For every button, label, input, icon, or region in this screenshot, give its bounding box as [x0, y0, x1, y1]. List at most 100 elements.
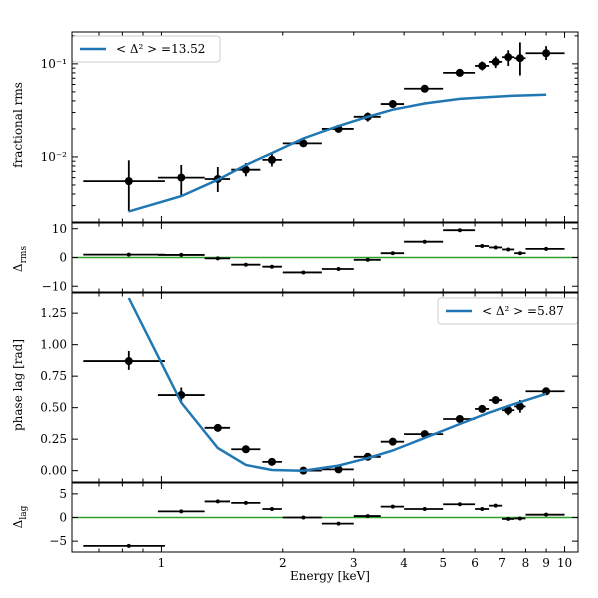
- rms-data-point: [455, 68, 464, 77]
- rms-ytick-label: 10⁻²: [41, 150, 68, 164]
- lag-ytick-label: 1.00: [40, 338, 67, 352]
- xtick-label: 8: [522, 556, 530, 570]
- rms-data-point: [241, 165, 250, 174]
- rms-residual-data-point: [493, 245, 498, 250]
- lag-residual-data-point: [506, 516, 511, 521]
- lag-residual-frame: [71, 482, 579, 553]
- lag-residual-data-point: [457, 502, 462, 507]
- lag-residual-ytick-label: 5: [59, 487, 67, 501]
- lag-residual-ticks: −5 0 5 1 2 3 4 5 6 7 8 9 10: [49, 483, 578, 570]
- rms-frame: [71, 31, 579, 223]
- xtick-label: 9: [542, 556, 550, 570]
- lag-data-point: [124, 357, 133, 366]
- rms-legend: < Δ² > =13.52: [71, 35, 221, 63]
- rms-data-point: [124, 177, 133, 186]
- lag-data-point: [478, 404, 487, 413]
- rms-residual-data-point: [390, 251, 395, 256]
- rms-residual-data-point: [126, 252, 131, 257]
- rms-residual-ylabel: Δrms: [11, 246, 29, 273]
- panel-lag-residuals: −5 0 5 1 2 3 4 5 6 7 8 9 10 Δlag: [11, 482, 579, 570]
- lag-data-point: [504, 406, 513, 415]
- rms-residual-data-point: [179, 252, 184, 257]
- lag-residual-ytick-label: 0: [59, 511, 67, 525]
- xtick-label: 4: [400, 556, 408, 570]
- rms-residual-data-point: [544, 246, 549, 251]
- lag-residual-data-point: [269, 506, 274, 511]
- rms-legend-label: < Δ² > =13.52: [116, 42, 205, 56]
- lag-residual-data-point: [422, 506, 427, 511]
- rms-data-point: [267, 155, 276, 164]
- panel-phase-lag: 0.00 0.25 0.50 0.75 1.00 1.25 phase lag [rad]…: [11, 292, 579, 483]
- rms-data-point: [177, 173, 186, 182]
- rms-marks: [83, 42, 565, 213]
- rms-residual-ticks: −10 0 10: [42, 222, 578, 293]
- lag-residual-data-point: [517, 516, 522, 521]
- xtick-label: 10: [557, 556, 572, 570]
- rms-residual-data-point: [215, 256, 220, 261]
- lag-legend-label: < Δ² > =5.87: [482, 304, 564, 318]
- lag-residual-marks: [83, 499, 565, 548]
- xtick-label: 2: [279, 556, 287, 570]
- lag-residual-data-point: [365, 514, 370, 519]
- panel-fractional-rms: 10⁻² 10⁻¹ fractional rms < Δ² > =13.52: [11, 31, 579, 223]
- rms-residual-ytick-label: −10: [42, 279, 67, 293]
- lag-residual-data-point: [179, 509, 184, 514]
- xtick-label: 7: [498, 556, 506, 570]
- lag-data-point: [455, 415, 464, 423]
- lag-ytick-label: 0.00: [40, 464, 67, 478]
- rms-residual-ytick-label: 0: [59, 251, 67, 265]
- xtick-label: 1: [158, 556, 166, 570]
- lag-residual-data-point: [243, 500, 248, 505]
- lag-residual-data-point: [336, 521, 341, 526]
- rms-data-point: [491, 57, 500, 66]
- lag-data-point: [213, 423, 222, 432]
- lag-data-point: [241, 445, 250, 454]
- xtick-label: 3: [350, 556, 358, 570]
- rms-residual-ytick-label: 10: [52, 222, 67, 236]
- rms-data-point: [388, 100, 397, 109]
- rms-residual-data-point: [517, 251, 522, 256]
- lag-ytick-label: 0.25: [40, 432, 67, 446]
- x-axis-label: Energy [keV]: [290, 569, 370, 583]
- lag-residual-data-point: [493, 503, 498, 508]
- rms-residual-data-point: [422, 239, 427, 244]
- rms-residual-data-point: [336, 267, 341, 271]
- lag-residual-ytick-label: −5: [49, 534, 67, 548]
- lag-marks: [83, 297, 565, 475]
- rms-data-point: [515, 54, 524, 63]
- rms-residual-data-point: [243, 262, 248, 267]
- rms-residual-frame: [71, 222, 579, 293]
- lag-residual-data-point: [126, 543, 131, 548]
- lag-frame: [71, 292, 579, 483]
- rms-residual-data-point: [457, 228, 462, 233]
- lag-ticks: 0.00 0.25 0.50 0.75 1.00 1.25: [40, 293, 578, 482]
- lag-data-point: [388, 437, 397, 446]
- lag-residual-data-point: [390, 504, 395, 509]
- lag-data-point: [491, 396, 500, 405]
- rms-residual-data-point: [506, 247, 511, 252]
- rms-residual-data-point: [269, 264, 274, 269]
- lag-residual-data-point: [480, 506, 485, 511]
- rms-data-point: [478, 61, 487, 70]
- lag-ytick-label: 0.50: [40, 401, 67, 415]
- xtick-label: 5: [439, 556, 447, 570]
- xtick-label: 6: [471, 556, 479, 570]
- lag-residual-data-point: [301, 515, 306, 520]
- rms-residual-data-point: [480, 244, 485, 248]
- lag-model-curve: [127, 297, 547, 472]
- lag-ytick-label: 0.75: [40, 369, 67, 383]
- rms-ticks: 10⁻² 10⁻¹: [41, 32, 578, 222]
- rms-data-point: [504, 53, 513, 62]
- rms-residual-data-point: [301, 270, 306, 275]
- lag-data-point: [515, 402, 524, 411]
- rms-ylabel: fractional rms: [11, 82, 25, 168]
- lag-residual-data-point: [544, 512, 549, 517]
- panel-rms-residuals: −10 0 10 Δrms: [11, 222, 579, 293]
- lag-residual-data-point: [215, 499, 220, 504]
- lag-data-point: [334, 465, 343, 474]
- rms-data-point: [542, 49, 551, 58]
- rms-data-point: [420, 84, 429, 93]
- rms-residual-marks: [83, 228, 565, 275]
- lag-residual-ylabel: Δlag: [11, 505, 29, 528]
